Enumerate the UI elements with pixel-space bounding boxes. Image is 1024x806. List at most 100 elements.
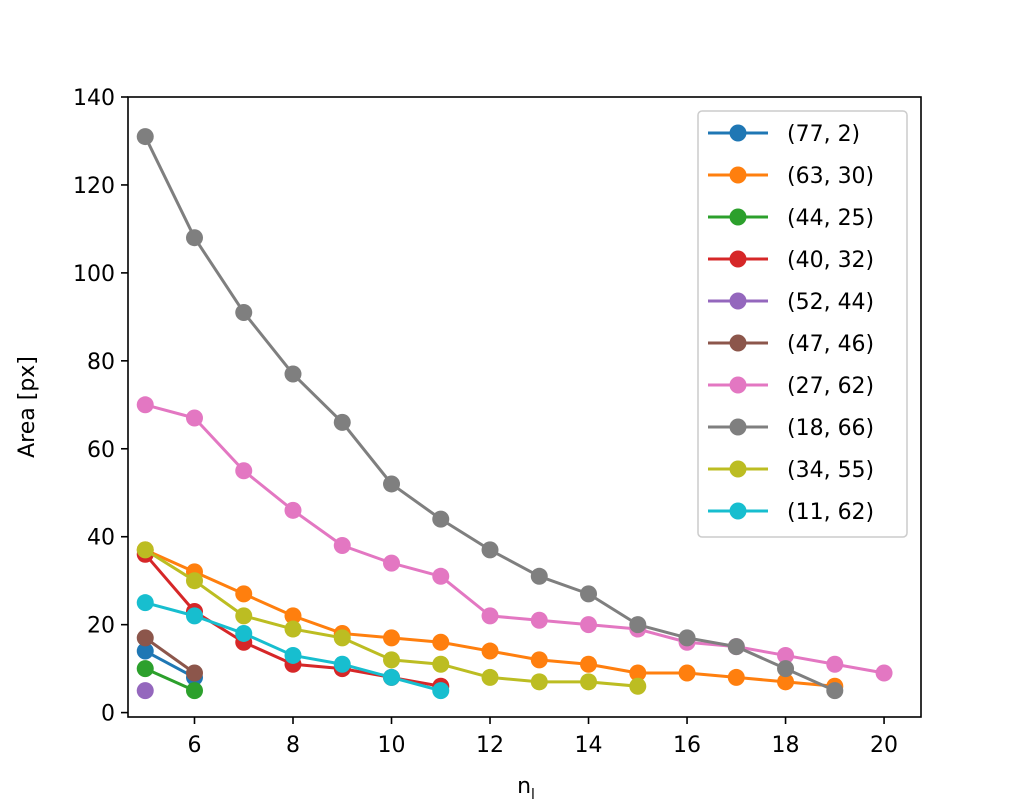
legend-marker [729,418,747,436]
data-point [383,668,401,686]
data-point [235,303,253,321]
data-point [777,660,795,678]
data-point [432,567,450,585]
data-point [530,611,548,629]
data-point [432,510,450,528]
series-layer [136,128,893,700]
y-tick-label: 140 [73,86,115,111]
series-5 [136,629,203,682]
data-point [629,664,647,682]
data-point [481,642,499,660]
data-point [136,396,154,414]
data-point [530,567,548,585]
series-9 [136,594,450,700]
x-axis-label-subscript: l [531,787,535,803]
data-point [481,668,499,686]
data-point [777,646,795,664]
x-tick-label: 6 [187,733,201,758]
legend-marker [729,502,747,520]
x-tick-label: 10 [378,733,406,758]
data-point [826,682,844,700]
data-point [481,541,499,559]
data-point [333,655,351,673]
data-point [185,607,203,625]
legend-marker [729,208,747,226]
data-point [481,607,499,625]
legend-label: (44, 25) [787,206,874,231]
plot-area-frame [127,96,922,718]
data-point [432,655,450,673]
data-point [284,501,302,519]
data-point [383,629,401,647]
x-tick-label: 14 [575,733,603,758]
legend-label: (18, 66) [787,416,874,441]
data-point [136,642,154,660]
axes-layer: 6 8 10 12 14 16 18 20 0 20 40 60 80 100 120 140 [73,86,898,758]
legend-label: (34, 55) [787,458,874,483]
x-tick-label: 8 [286,733,300,758]
legend-marker [729,124,747,142]
data-point [678,664,696,682]
series-7 [136,128,844,700]
data-point [580,655,598,673]
series-line [144,403,885,675]
data-point [235,585,253,603]
data-point [432,633,450,651]
legend-marker [729,376,747,394]
data-point [235,607,253,625]
data-point [185,409,203,427]
data-point [580,673,598,691]
data-point [383,651,401,669]
series-line [144,636,196,675]
data-point [333,413,351,431]
y-tick-label: 40 [87,526,115,551]
data-point [185,229,203,247]
y-tick-label: 20 [87,614,115,639]
x-tick-label: 12 [476,733,504,758]
legend-marker [729,292,747,310]
data-point [284,607,302,625]
data-point [185,682,203,700]
legend-label: (40, 32) [787,248,874,273]
data-point [629,616,647,634]
data-point [136,682,154,700]
data-point [580,616,598,634]
legend-marker [729,334,747,352]
data-point [333,537,351,555]
series-line [144,667,196,692]
data-point [284,620,302,638]
data-point [383,475,401,493]
data-point [235,462,253,480]
x-axis-label-main: n [517,774,531,799]
legend-label: (27, 62) [787,374,874,399]
y-axis-label: Area [px] [15,356,40,458]
data-point [136,594,154,612]
data-point [875,664,893,682]
data-point [727,668,745,686]
x-tick-label: 20 [870,733,898,758]
data-point [530,651,548,669]
data-point [185,572,203,590]
y-tick-label: 60 [87,438,115,463]
legend-marker [729,250,747,268]
y-tick-label: 0 [101,702,115,727]
legend-marker [729,460,747,478]
data-point [136,629,154,647]
data-point [333,629,351,647]
data-point [136,541,154,559]
legend-label: (47, 46) [787,332,874,357]
series-4 [136,682,154,700]
data-point [136,660,154,678]
data-point [284,646,302,664]
data-point [185,664,203,682]
legend-label: (11, 62) [787,500,874,525]
x-tick-label: 18 [772,733,800,758]
series-2 [136,660,203,700]
data-point [777,673,795,691]
data-point [432,682,450,700]
series-8 [136,541,647,695]
data-point [678,629,696,647]
data-point [235,624,253,642]
